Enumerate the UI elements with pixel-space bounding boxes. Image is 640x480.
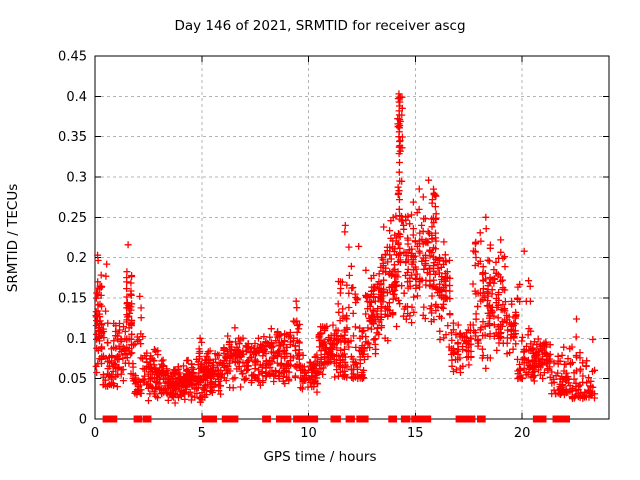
x-tick-label: 15 bbox=[407, 426, 424, 441]
plot-render-layer: 0 5 10 15 20 0 0.05 0.1 0.15 0.2 0.25 0.3 0.35 0.4 0.4… bbox=[58, 50, 610, 441]
y-tick-label: 0.2 bbox=[66, 251, 87, 266]
baseline-flag-square bbox=[538, 415, 547, 423]
baseline-flag-square bbox=[102, 415, 118, 423]
baseline-flag-square bbox=[388, 415, 397, 423]
baseline-flag-square bbox=[142, 415, 152, 423]
baseline-flag-square bbox=[276, 415, 285, 423]
baseline-flag-square bbox=[411, 415, 424, 423]
baseline-flag-square bbox=[262, 415, 271, 423]
baseline-flag-square bbox=[466, 415, 476, 423]
baseline-flag-square bbox=[345, 415, 355, 423]
y-axis-label: SRMTID / TECUs bbox=[5, 184, 21, 292]
baseline-flag-square bbox=[221, 415, 232, 423]
x-tick-label: 5 bbox=[198, 426, 206, 441]
y-tick-label: 0.35 bbox=[58, 130, 87, 145]
x-tick-label: 10 bbox=[300, 426, 317, 441]
x-axis-label: GPS time / hours bbox=[263, 449, 376, 465]
baseline-flag-square bbox=[229, 415, 239, 423]
y-tick-label: 0.15 bbox=[58, 292, 87, 307]
data-points-srmtid bbox=[92, 90, 599, 407]
baseline-flag-square bbox=[400, 415, 411, 423]
y-tick-label: 0.1 bbox=[66, 332, 87, 347]
baseline-flag-square bbox=[455, 415, 464, 423]
baseline-flag-square bbox=[422, 415, 432, 423]
y-tick-label: 0.05 bbox=[58, 372, 87, 387]
chart-title: Day 146 of 2021, SRMTID for receiver asc… bbox=[174, 18, 465, 34]
baseline-flag-square bbox=[282, 415, 292, 423]
baseline-flag-square bbox=[201, 415, 217, 423]
baseline-flag-square bbox=[356, 415, 369, 423]
y-tick-label: 0.4 bbox=[66, 90, 87, 105]
y-tick-label: 0.45 bbox=[58, 50, 87, 65]
baseline-flag-square bbox=[532, 415, 542, 423]
baseline-flag-square bbox=[293, 415, 302, 423]
x-tick-label: 20 bbox=[514, 426, 531, 441]
baseline-flag-square bbox=[308, 415, 319, 423]
baseline-flag-square bbox=[460, 415, 469, 423]
y-tick-label: 0.25 bbox=[58, 211, 87, 226]
baseline-flag-square bbox=[133, 415, 143, 423]
y-tick-label: 0.3 bbox=[66, 171, 87, 186]
baseline-flag-square bbox=[552, 415, 570, 423]
baseline-flag-square bbox=[477, 415, 486, 423]
baseline-flag-square bbox=[298, 415, 309, 423]
x-tick-label: 0 bbox=[91, 426, 99, 441]
y-tick-label: 0 bbox=[79, 413, 87, 428]
baseline-flag-square bbox=[330, 415, 341, 423]
